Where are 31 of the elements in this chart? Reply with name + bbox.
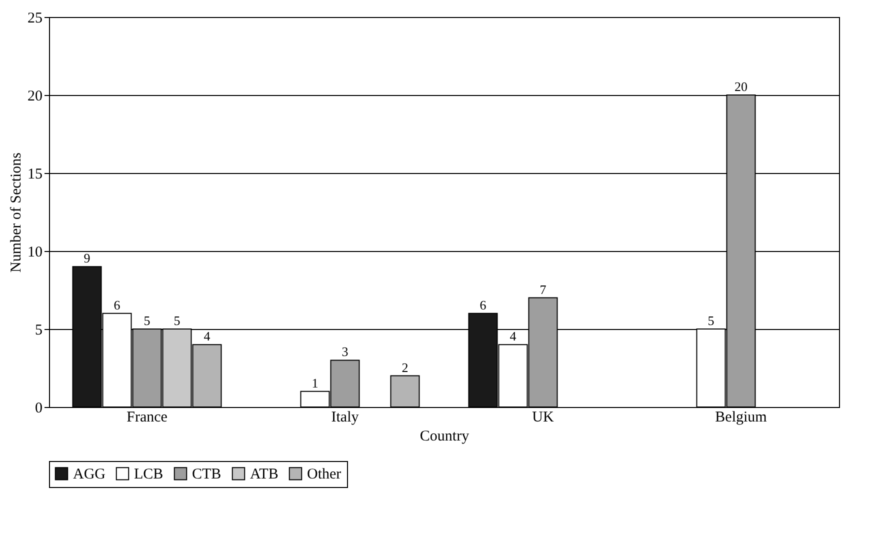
y-tick-label: 10 [28,244,42,260]
data-label: 4 [204,328,211,344]
data-label: 3 [342,344,348,360]
legend-label: Other [307,466,342,483]
y-tick-label: 25 [28,10,42,26]
legend-label: CTB [192,466,222,483]
data-label: 7 [540,282,547,297]
data-label: 1 [312,375,318,390]
x-axis-title: Country [420,428,470,444]
data-label: 5 [174,313,180,328]
y-tick-label: 0 [35,400,42,416]
x-tick-label: Italy [331,410,360,426]
legend-label: LCB [134,466,164,483]
y-tick-label: 15 [28,166,42,182]
bar [390,375,420,408]
x-tick-label: UK [532,410,554,426]
data-label: 5 [708,313,714,328]
legend-label: ATB [250,466,278,483]
y-tick-label: 5 [35,322,42,338]
data-label: 20 [734,79,748,94]
y-axis-title: Number of Sections [8,152,24,272]
data-label: 2 [402,360,408,375]
data-label: 4 [510,328,517,344]
data-label: 6 [114,297,121,312]
x-tick-label: France [126,410,168,426]
data-label: 6 [480,297,487,312]
legend-label: AGG [73,466,106,483]
data-label: 5 [144,313,150,328]
data-label: 9 [84,250,90,266]
y-tick-label: 20 [28,88,42,104]
x-tick-label: Belgium [715,410,768,426]
